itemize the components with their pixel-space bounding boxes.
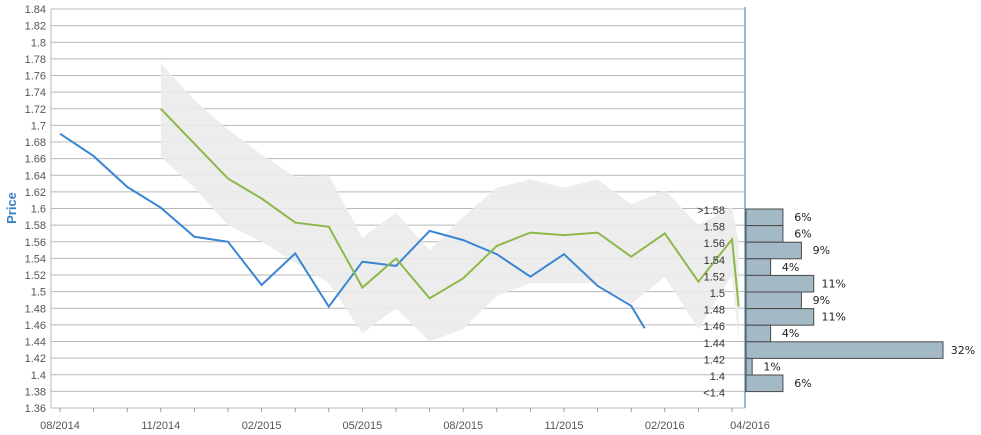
- histogram-bar: [745, 374, 784, 393]
- y-tick-label: 1.64: [25, 170, 46, 182]
- y-tick-label: 1.78: [25, 54, 46, 66]
- y-tick-label: 1.58: [25, 220, 46, 232]
- histogram-percent-label: 32%: [951, 344, 975, 357]
- histogram-percent-label: 11%: [821, 277, 845, 290]
- y-tick-label: 1.62: [25, 187, 46, 199]
- y-tick-label: 1.48: [25, 303, 46, 315]
- y-tick-label: 1.74: [25, 87, 46, 99]
- histogram-bar: [745, 291, 802, 310]
- y-tick-label: 1.42: [25, 353, 46, 365]
- histogram-bar: [745, 341, 944, 359]
- y-tick-label: 1.54: [25, 253, 46, 265]
- y-tick-label: 1.66: [25, 154, 46, 166]
- histogram-bin-label: <1.4: [703, 388, 725, 400]
- histogram-percent-label: 11%: [821, 311, 845, 324]
- histogram-percent-label: 9%: [813, 294, 830, 307]
- histogram-percent-label: 6%: [794, 377, 811, 390]
- histogram-bar: [745, 258, 772, 276]
- histogram-bar: [745, 274, 815, 293]
- histogram-bin-label: 1.5: [710, 288, 725, 300]
- y-tick-label: 1.52: [25, 270, 46, 282]
- histogram-bar: [745, 241, 802, 260]
- histogram-bin-label: 1.4: [710, 371, 725, 383]
- histogram-bin-label: >1.58: [697, 205, 725, 217]
- forecast-price-line: [160, 108, 740, 307]
- histogram-bar: [745, 357, 753, 376]
- histogram-bar: [745, 324, 772, 343]
- histogram-percent-label: 4%: [782, 261, 799, 274]
- x-tick-label: 04/2016: [730, 420, 770, 432]
- y-tick-label: 1.7: [31, 120, 46, 132]
- histogram-bin-label: 1.52: [704, 271, 725, 283]
- forecast-band: [160, 63, 739, 342]
- y-tick-label: 1.5: [31, 287, 46, 299]
- y-tick-label: 1.44: [25, 337, 46, 349]
- y-tick-label: 1.4: [31, 370, 46, 382]
- histogram-bin-label: 1.44: [704, 338, 725, 350]
- histogram-bar: [745, 225, 784, 243]
- y-tick-label: 1.76: [25, 71, 46, 83]
- histogram-bin-label: 1.46: [704, 321, 725, 333]
- y-tick-label: 1.84: [25, 4, 46, 16]
- y-tick-label: 1.6: [31, 204, 46, 216]
- y-tick-label: 1.68: [25, 137, 46, 149]
- x-tick-label: 02/2016: [645, 420, 685, 432]
- x-tick-label: 08/2014: [40, 420, 80, 432]
- histogram-percent-label: 6%: [794, 228, 811, 241]
- y-tick-label: 1.8: [31, 37, 46, 49]
- histogram-percent-label: 4%: [782, 327, 799, 340]
- histogram-percent-label: 9%: [813, 244, 830, 257]
- y-tick-label: 1.36: [25, 403, 46, 415]
- y-tick-label: 1.38: [25, 386, 46, 398]
- histogram-bar: [745, 208, 784, 227]
- histogram-percent-label: 6%: [794, 211, 811, 224]
- histogram-percent-label: 1%: [763, 360, 780, 373]
- x-tick-label: 11/2015: [545, 420, 584, 432]
- actual-price-line: [59, 132, 646, 329]
- y-tick-label: 1.72: [25, 104, 46, 116]
- histogram-bin-label: 1.48: [704, 305, 725, 317]
- histogram-bin-label: 1.54: [704, 255, 725, 267]
- y-axis-title: Price: [4, 192, 19, 224]
- histogram-bin-label: 1.58: [704, 222, 725, 234]
- histogram-bin-label: 1.56: [704, 238, 725, 250]
- y-tick-label: 1.46: [25, 320, 46, 332]
- y-tick-label: 1.82: [25, 21, 46, 33]
- histogram-bar: [745, 308, 815, 326]
- histogram-bin-label: 1.42: [704, 354, 725, 366]
- y-tick-label: 1.56: [25, 237, 46, 249]
- x-tick-label: 11/2014: [141, 420, 180, 432]
- x-tick-label: 08/2015: [443, 420, 483, 432]
- x-tick-label: 02/2015: [242, 420, 282, 432]
- x-tick-label: 05/2015: [343, 420, 383, 432]
